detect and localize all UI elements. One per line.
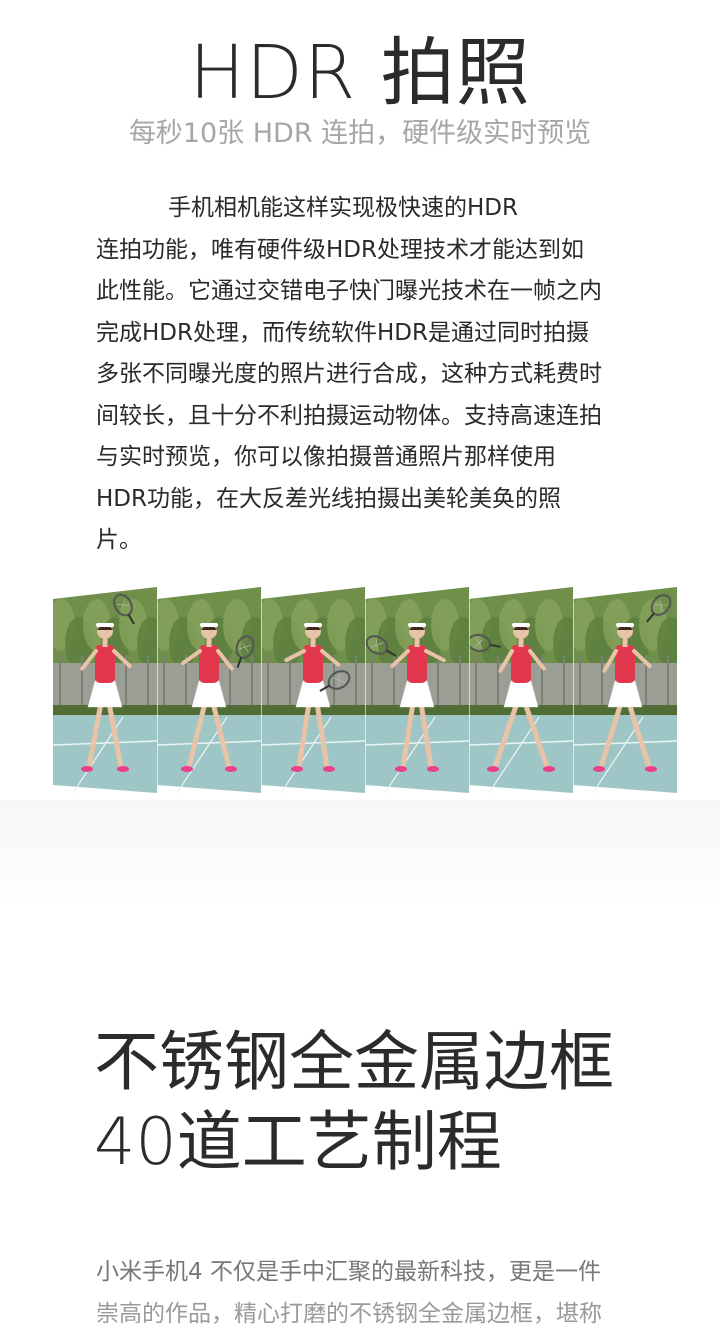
- hdr-description-line: 完成HDR处理，而传统软件HDR是通过同时拍摄: [96, 313, 636, 355]
- hdr-section-subtitle: 每秒10张 HDR 连拍，硬件级实时预览: [0, 115, 720, 153]
- burst-frame-photo: [53, 585, 157, 793]
- burst-frame: [573, 585, 677, 793]
- burst-frame-photo: [365, 585, 469, 793]
- hdr-description-line: 手机相机能这样实现极快速的HDR: [96, 188, 636, 230]
- burst-frame: [469, 585, 573, 793]
- burst-frame-photo: [469, 585, 573, 793]
- burst-frame-photo: [157, 585, 261, 793]
- burst-frame: [53, 585, 157, 793]
- frame-section-title-line: 40道工艺制程: [94, 1103, 694, 1183]
- frame-description-line: 小米手机4 不仅是手中汇聚的最新科技，更是一件: [96, 1252, 656, 1294]
- hdr-section-title: HDR 拍照: [0, 30, 720, 116]
- hdr-description-line: 间较长，且十分不利拍摄运动物体。支持高速连拍: [96, 396, 636, 438]
- hdr-description-line: 此性能。它通过交错电子快门曝光技术在一帧之内: [96, 271, 636, 313]
- frame-section-title: 不锈钢全金属边框 40道工艺制程: [94, 1023, 694, 1183]
- section-divider-fade: [0, 800, 720, 910]
- burst-frame-photo: [573, 585, 677, 793]
- hdr-description-line: HDR功能，在大反差光线拍摄出美轮美奂的照: [96, 479, 636, 521]
- hdr-description: 手机相机能这样实现极快速的HDR 连拍功能，唯有硬件级HDR处理技术才能达到如 …: [96, 188, 636, 562]
- frame-description-line: 崇高的作品，精心打磨的不锈钢全金属边框，堪称: [96, 1294, 656, 1335]
- frame-description: 小米手机4 不仅是手中汇聚的最新科技，更是一件 崇高的作品，精心打磨的不锈钢全金…: [96, 1252, 656, 1335]
- hdr-description-line: 片。: [96, 520, 636, 562]
- hdr-description-line: 连拍功能，唯有硬件级HDR处理技术才能达到如: [96, 230, 636, 272]
- hdr-burst-photo-strip: [53, 585, 675, 793]
- hdr-description-line: 与实时预览，你可以像拍摄普通照片那样使用: [96, 437, 636, 479]
- burst-frame: [261, 585, 365, 793]
- hdr-description-line: 多张不同曝光度的照片进行合成，这种方式耗费时: [96, 354, 636, 396]
- frame-section-title-line: 不锈钢全金属边框: [94, 1023, 694, 1103]
- burst-frame: [157, 585, 261, 793]
- burst-frame-photo: [261, 585, 365, 793]
- burst-frame: [365, 585, 469, 793]
